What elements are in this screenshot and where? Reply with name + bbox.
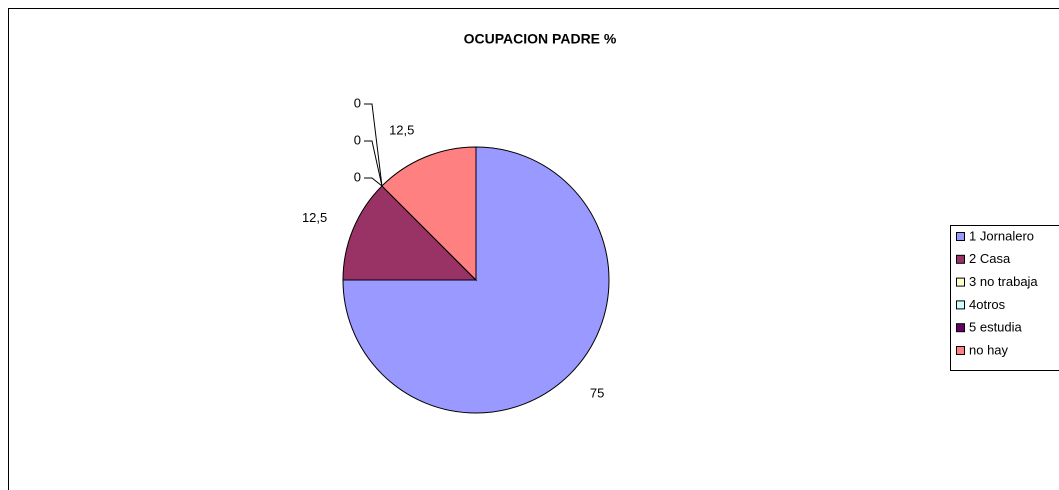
chart-title: OCUPACION PADRE % — [464, 31, 617, 47]
data-label: 12,5 — [389, 123, 414, 138]
data-label: 12,5 — [302, 210, 327, 225]
pie-slice — [342, 185, 478, 281]
legend-label: 1 Jornalero — [969, 228, 1034, 243]
data-label: 0 — [354, 169, 361, 184]
legend-swatch — [956, 323, 965, 333]
legend-swatch — [956, 232, 965, 241]
legend-label: 5 estudia — [969, 320, 1023, 335]
data-label: 0 — [354, 95, 361, 110]
legend-swatch — [956, 300, 965, 310]
legend-label: 4otros — [969, 297, 1006, 312]
legend-label: 3 no trabaja — [969, 274, 1038, 289]
legend-label: 2 Casa — [969, 251, 1011, 266]
leader-line — [364, 140, 383, 187]
pie-slice — [381, 146, 477, 282]
legend-swatch — [956, 277, 965, 287]
legend-swatch — [956, 346, 965, 355]
legend-swatch — [956, 254, 965, 264]
leader-line — [364, 177, 383, 187]
legend-box — [950, 225, 1059, 371]
data-label: 75 — [590, 385, 604, 400]
legend-label: no hay — [969, 342, 1009, 357]
data-label: 0 — [354, 132, 361, 147]
leader-line — [364, 103, 383, 187]
